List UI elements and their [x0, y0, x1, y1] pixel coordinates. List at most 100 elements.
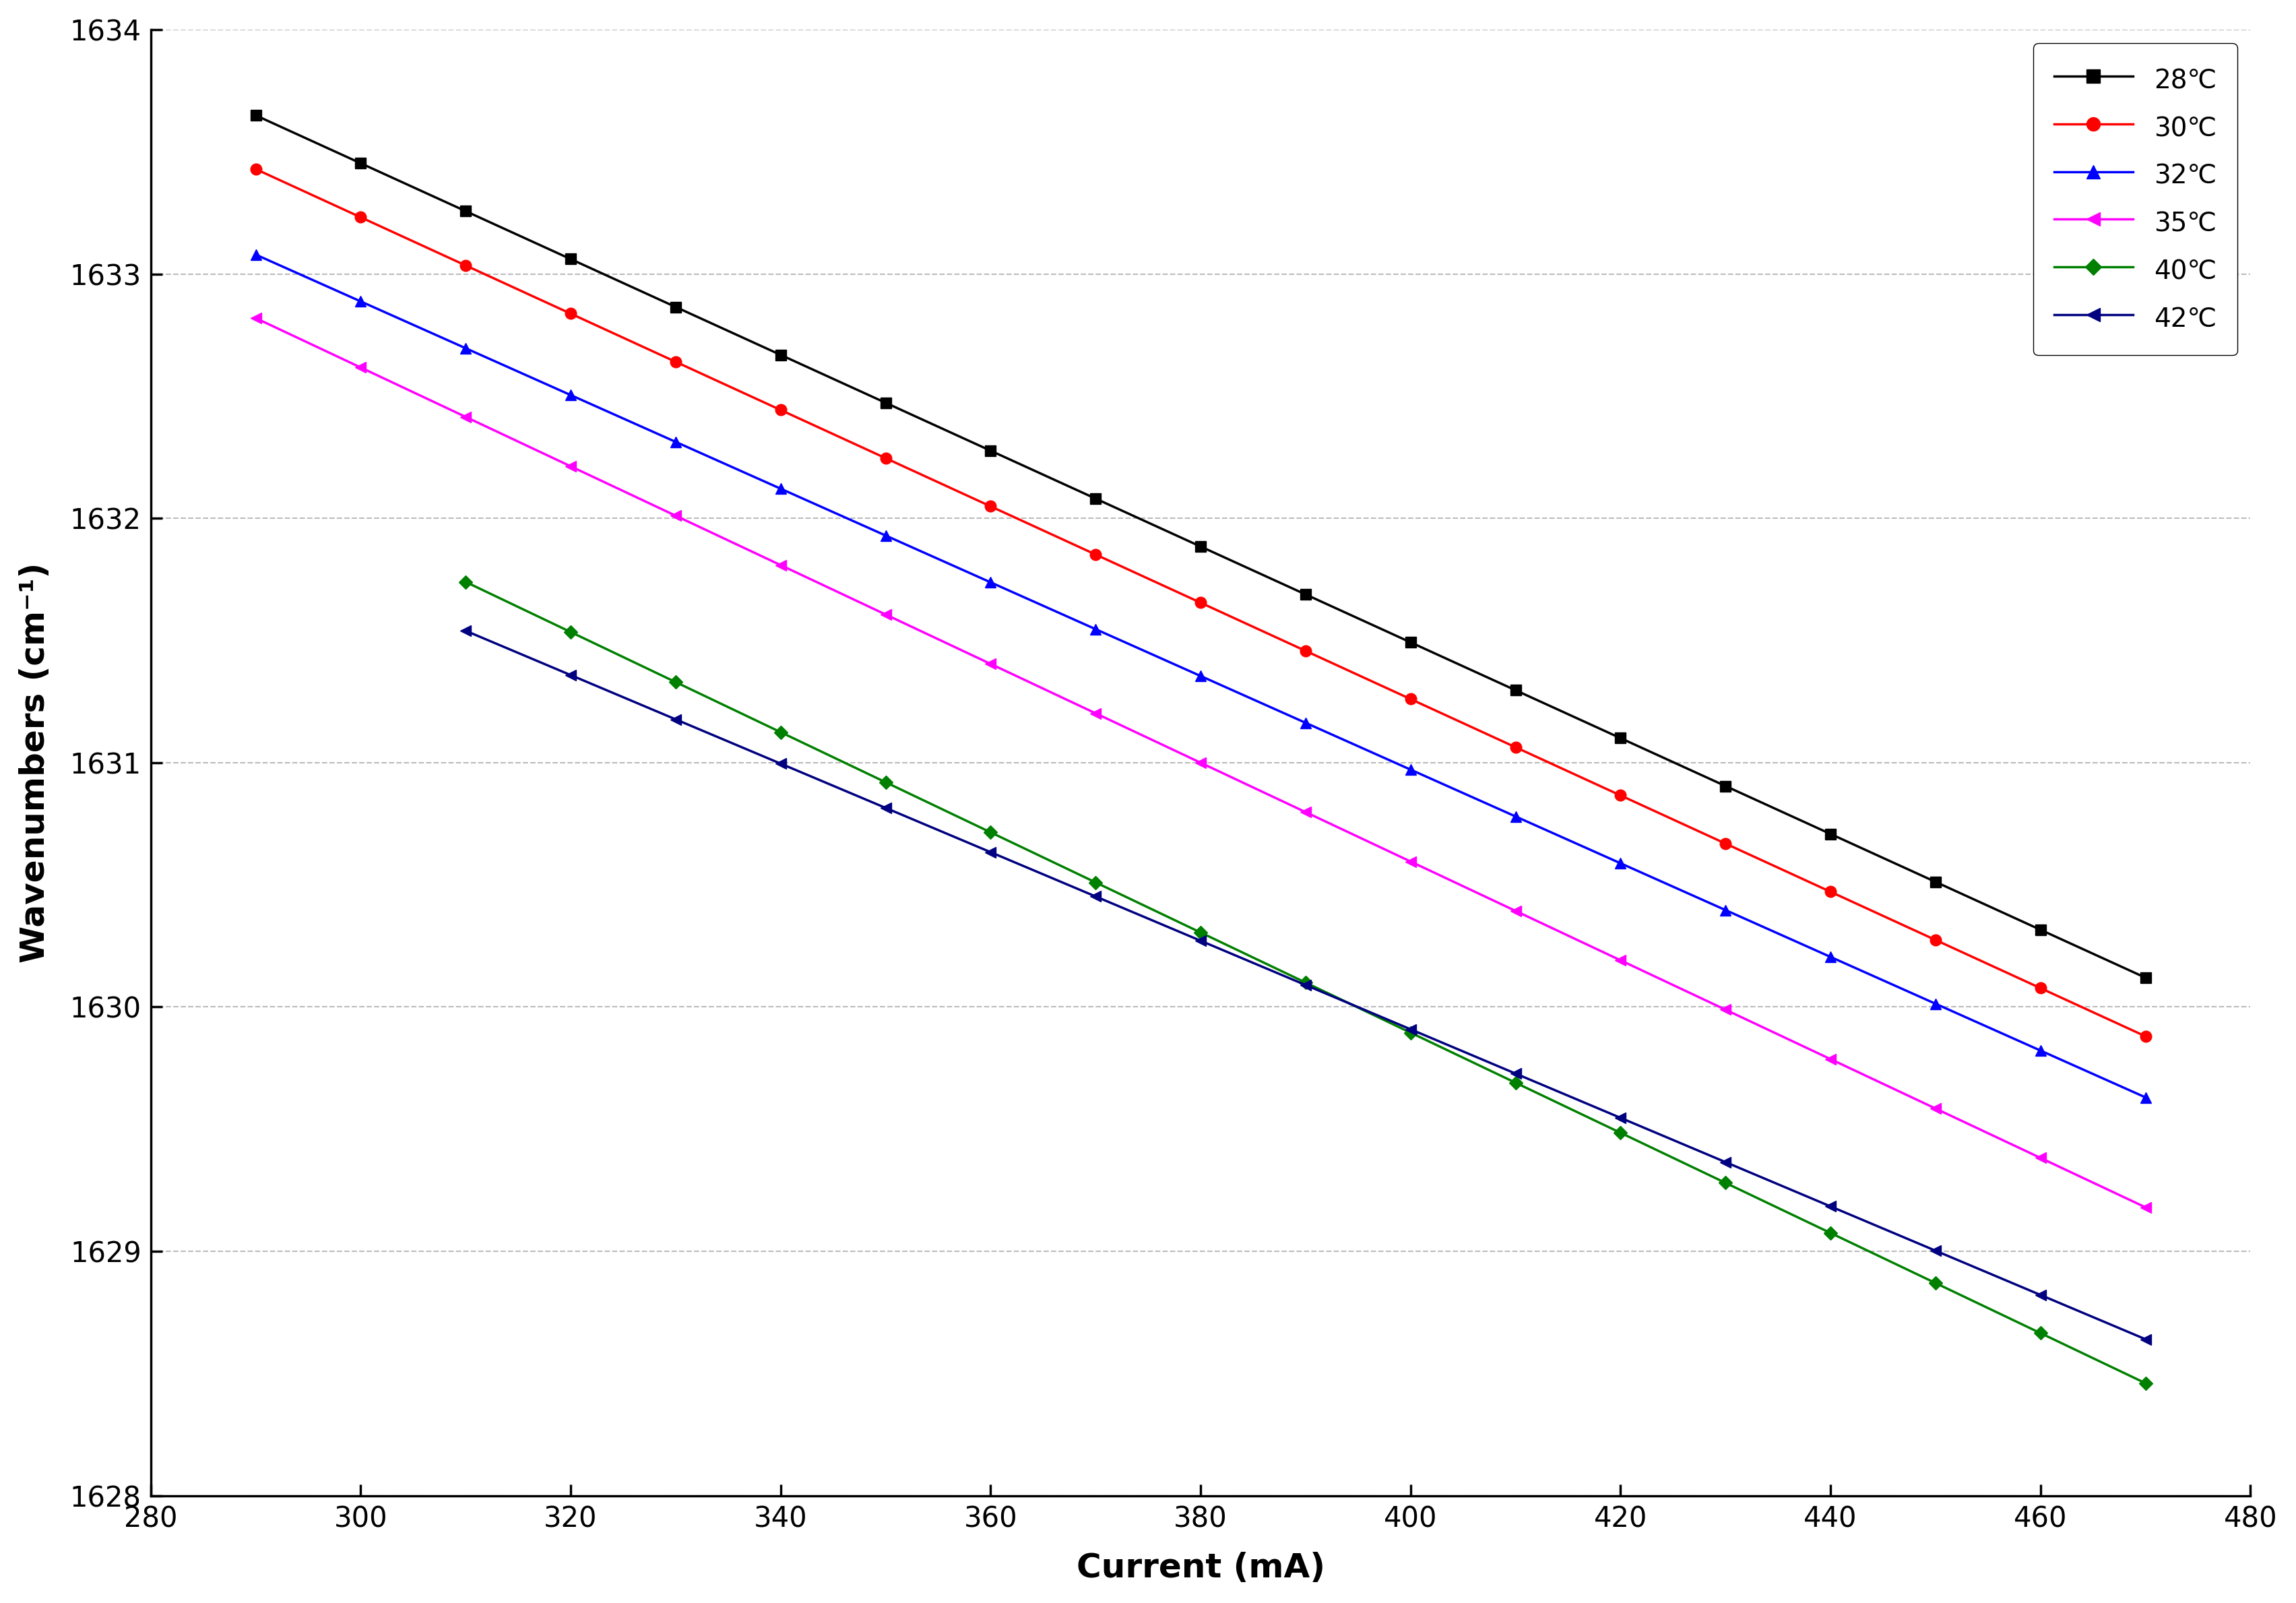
- Line: 35℃: 35℃: [250, 313, 2151, 1213]
- 42℃: [1081, 886, 1109, 906]
- 30℃: [452, 256, 480, 276]
- X-axis label: Current (mA): Current (mA): [1077, 1552, 1325, 1584]
- 42℃: [1187, 931, 1215, 951]
- 35℃: [976, 654, 1003, 673]
- 40℃: [976, 822, 1003, 842]
- 42℃: [2027, 1286, 2055, 1305]
- 32℃: [767, 479, 794, 499]
- 30℃: [872, 449, 900, 468]
- 28℃: [1607, 728, 1635, 747]
- 32℃: [1713, 901, 1740, 920]
- 28℃: [241, 106, 269, 125]
- 42℃: [661, 710, 689, 729]
- 35℃: [2131, 1197, 2158, 1217]
- 32℃: [1396, 760, 1424, 779]
- 32℃: [1187, 667, 1215, 686]
- 35℃: [767, 556, 794, 575]
- 40℃: [661, 673, 689, 692]
- 28℃: [661, 297, 689, 316]
- 32℃: [2027, 1040, 2055, 1060]
- 42℃: [872, 798, 900, 818]
- 30℃: [347, 208, 374, 228]
- 32℃: [1816, 947, 1844, 967]
- 28℃: [1502, 681, 1529, 701]
- 28℃: [1922, 872, 1949, 891]
- 40℃: [767, 723, 794, 742]
- 32℃: [2131, 1088, 2158, 1108]
- 28℃: [347, 154, 374, 173]
- 40℃: [2131, 1374, 2158, 1393]
- Line: 42℃: 42℃: [459, 625, 2151, 1345]
- 32℃: [558, 385, 585, 404]
- 32℃: [661, 433, 689, 452]
- 30℃: [1713, 834, 1740, 853]
- 42℃: [558, 665, 585, 684]
- 30℃: [976, 497, 1003, 516]
- 35℃: [1502, 901, 1529, 920]
- 35℃: [2027, 1148, 2055, 1167]
- 30℃: [1502, 737, 1529, 757]
- 42℃: [767, 753, 794, 773]
- 42℃: [1922, 1241, 1949, 1260]
- 32℃: [347, 292, 374, 311]
- 35℃: [1396, 851, 1424, 870]
- 35℃: [558, 457, 585, 476]
- 35℃: [1816, 1050, 1844, 1069]
- 28℃: [452, 202, 480, 221]
- 40℃: [1816, 1223, 1844, 1242]
- 30℃: [558, 305, 585, 324]
- 30℃: [1816, 882, 1844, 901]
- 35℃: [347, 357, 374, 377]
- 32℃: [241, 245, 269, 264]
- 40℃: [1922, 1273, 1949, 1292]
- 40℃: [1293, 973, 1320, 992]
- 28℃: [767, 345, 794, 364]
- 30℃: [2131, 1026, 2158, 1045]
- 35℃: [1187, 753, 1215, 773]
- 30℃: [2027, 978, 2055, 997]
- 42℃: [976, 843, 1003, 862]
- 42℃: [1816, 1197, 1844, 1217]
- 40℃: [1081, 872, 1109, 891]
- 32℃: [872, 526, 900, 545]
- Y-axis label: Wavenumbers (cm⁻¹): Wavenumbers (cm⁻¹): [18, 563, 51, 963]
- 28℃: [558, 250, 585, 269]
- 30℃: [1396, 689, 1424, 709]
- Legend: 28℃, 30℃, 32℃, 35℃, 40℃, 42℃: 28℃, 30℃, 32℃, 35℃, 40℃, 42℃: [2034, 43, 2236, 356]
- 28℃: [1293, 585, 1320, 604]
- 40℃: [1607, 1124, 1635, 1143]
- 28℃: [1081, 489, 1109, 508]
- 32℃: [452, 338, 480, 357]
- 35℃: [1293, 803, 1320, 822]
- 32℃: [1081, 619, 1109, 638]
- 28℃: [1396, 633, 1424, 652]
- 35℃: [1922, 1100, 1949, 1119]
- 28℃: [1187, 537, 1215, 556]
- 30℃: [661, 353, 689, 372]
- 35℃: [452, 407, 480, 426]
- 32℃: [1293, 713, 1320, 733]
- 35℃: [241, 308, 269, 327]
- 42℃: [452, 622, 480, 641]
- 28℃: [2131, 968, 2158, 987]
- Line: 28℃: 28℃: [250, 109, 2151, 983]
- 35℃: [872, 604, 900, 624]
- 28℃: [976, 441, 1003, 460]
- 35℃: [1081, 704, 1109, 723]
- 28℃: [872, 393, 900, 412]
- Line: 30℃: 30℃: [250, 164, 2151, 1042]
- 28℃: [1713, 776, 1740, 795]
- 42℃: [1607, 1108, 1635, 1127]
- 40℃: [1502, 1072, 1529, 1092]
- 28℃: [2027, 920, 2055, 939]
- 40℃: [558, 622, 585, 641]
- 30℃: [767, 401, 794, 420]
- 30℃: [241, 159, 269, 178]
- 42℃: [1293, 975, 1320, 994]
- 30℃: [1293, 641, 1320, 660]
- 28℃: [1816, 824, 1844, 843]
- 40℃: [2027, 1324, 2055, 1343]
- 40℃: [1396, 1023, 1424, 1042]
- 35℃: [1607, 951, 1635, 970]
- 40℃: [1187, 923, 1215, 943]
